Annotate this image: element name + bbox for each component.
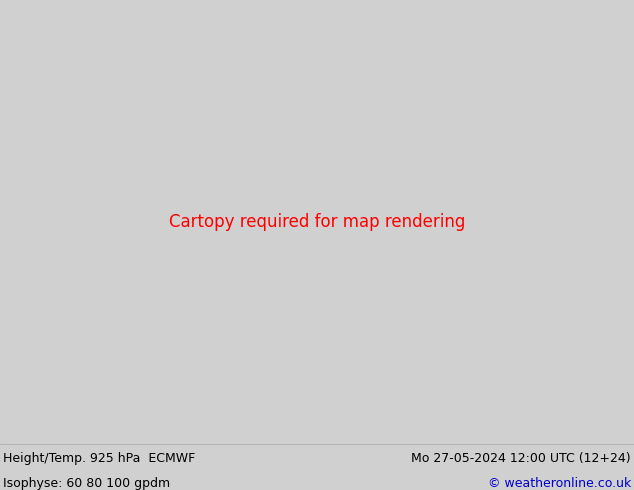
Text: Isophyse: 60 80 100 gpdm: Isophyse: 60 80 100 gpdm (3, 477, 171, 490)
Text: Cartopy required for map rendering: Cartopy required for map rendering (169, 213, 465, 231)
Text: Mo 27-05-2024 12:00 UTC (12+24): Mo 27-05-2024 12:00 UTC (12+24) (411, 452, 631, 466)
Text: Height/Temp. 925 hPa  ECMWF: Height/Temp. 925 hPa ECMWF (3, 452, 195, 466)
Text: © weatheronline.co.uk: © weatheronline.co.uk (488, 477, 631, 490)
